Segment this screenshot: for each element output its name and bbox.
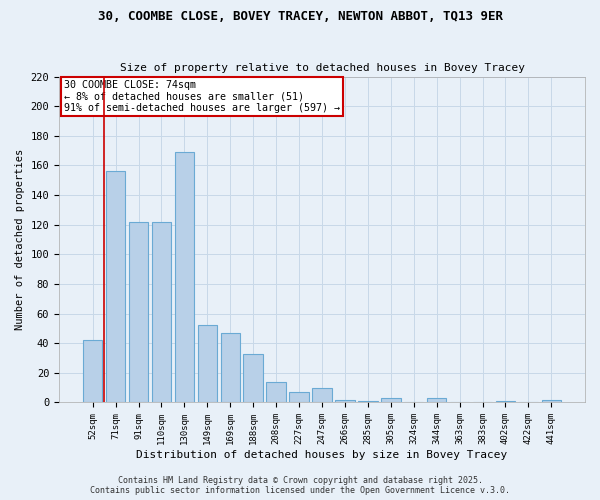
Bar — [496, 401, 515, 402]
Bar — [83, 340, 103, 402]
Bar — [197, 326, 217, 402]
Bar — [266, 382, 286, 402]
Title: Size of property relative to detached houses in Bovey Tracey: Size of property relative to detached ho… — [119, 63, 524, 73]
Bar — [427, 398, 446, 402]
Bar — [152, 222, 171, 402]
Bar — [335, 400, 355, 402]
Text: 30 COOMBE CLOSE: 74sqm
← 8% of detached houses are smaller (51)
91% of semi-deta: 30 COOMBE CLOSE: 74sqm ← 8% of detached … — [64, 80, 340, 113]
Bar — [244, 354, 263, 403]
Y-axis label: Number of detached properties: Number of detached properties — [15, 149, 25, 330]
Text: 30, COOMBE CLOSE, BOVEY TRACEY, NEWTON ABBOT, TQ13 9ER: 30, COOMBE CLOSE, BOVEY TRACEY, NEWTON A… — [97, 10, 503, 23]
Bar — [289, 392, 309, 402]
Bar — [312, 388, 332, 402]
Bar — [221, 333, 240, 402]
Bar — [106, 172, 125, 402]
Text: Contains HM Land Registry data © Crown copyright and database right 2025.
Contai: Contains HM Land Registry data © Crown c… — [90, 476, 510, 495]
Bar — [175, 152, 194, 403]
X-axis label: Distribution of detached houses by size in Bovey Tracey: Distribution of detached houses by size … — [136, 450, 508, 460]
Bar — [381, 398, 401, 402]
Bar — [358, 401, 377, 402]
Bar — [129, 222, 148, 402]
Bar — [542, 400, 561, 402]
